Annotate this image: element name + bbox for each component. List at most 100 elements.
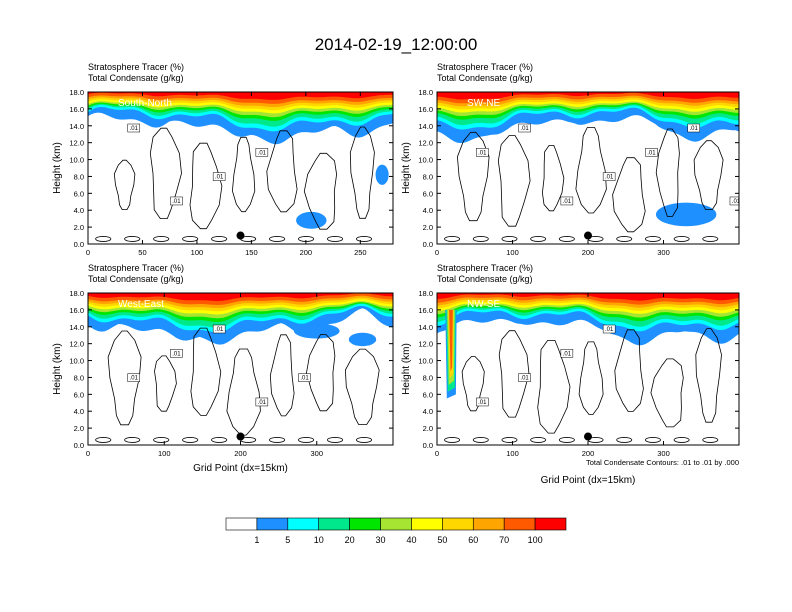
contour-label: .01 [170,349,183,358]
y-tick-label: 16.0 [69,105,84,114]
x-tick-label: 200 [582,248,595,257]
y-tick-label: 18.0 [69,289,84,298]
y-tick-label: 8.0 [74,373,84,382]
y-tick-label: 10.0 [418,156,433,165]
contour-label: .01 [602,324,616,334]
y-tick-label: 12.0 [418,340,433,349]
colorbar-swatch [534,517,567,531]
panel-header-tracer: Stratosphere Tracer (%) [437,263,533,273]
svg-text:.01: .01 [520,126,529,132]
svg-text:.01: .01 [690,126,699,132]
colorbar-swatch [380,517,412,531]
y-tick-label: 8.0 [74,172,84,181]
location-marker [236,432,245,441]
y-tick-label: 12.0 [69,340,84,349]
svg-text:.01: .01 [300,376,309,382]
x-tick-label: 0 [435,449,439,458]
colorbar-label: 70 [499,535,509,545]
contour-label: .01 [518,373,531,382]
y-tick-label: 4.0 [74,407,84,416]
colorbar-swatch [411,517,443,531]
panel-label: West-East [118,299,164,310]
x-axis-label: Grid Point (dx=15km) [541,475,636,486]
y-tick-label: 10.0 [418,357,433,366]
panel-field: .01 .01 .01 .01 .01 .01 .01 [437,92,739,244]
panel-2: Stratosphere Tracer (%)Total Condensate … [401,62,740,257]
panel-4: Stratosphere Tracer (%)Total Condensate … [401,263,740,486]
location-marker [584,231,592,240]
svg-text:.01: .01 [605,327,614,333]
x-tick-label: 150 [245,248,258,257]
y-tick-label: 16.0 [418,306,433,315]
panel-header-condensate: Total Condensate (g/kg) [437,274,533,284]
y-tick-label: 18.0 [69,88,84,97]
panel-header-tracer: Stratosphere Tracer (%) [437,62,533,72]
condensate-contours [95,327,380,443]
x-tick-label: 100 [191,248,204,257]
y-tick-label: 14.0 [69,122,84,131]
y-tick-label: 12.0 [418,139,433,148]
x-tick-label: 100 [506,449,519,458]
contour-footnote: Total Condensate Contours: .01 to .01 by… [586,458,739,467]
x-tick-label: 200 [582,449,595,458]
contour-label: .01 [255,148,269,157]
y-tick-label: 8.0 [423,172,433,181]
y-tick-label: 2.0 [423,223,433,232]
y-tick-label: 0.0 [423,441,433,450]
y-tick-label: 4.0 [423,206,433,215]
y-tick-label: 14.0 [418,323,433,332]
x-tick-label: 0 [86,449,90,458]
condensate-contours [444,127,724,242]
x-tick-label: 300 [657,248,670,257]
svg-text:.01: .01 [478,150,487,156]
x-tick-label: 0 [86,248,90,257]
panel-header-tracer: Stratosphere Tracer (%) [88,263,184,273]
x-tick-label: 0 [435,248,439,257]
colorbar-swatch [503,517,536,531]
contour-label: .01 [476,148,489,157]
colorbar-swatch [349,517,381,531]
colorbar-swatch [442,517,474,531]
x-axis-label: Grid Point (dx=15km) [193,463,288,474]
panel-frame [87,91,394,245]
condensate-contours [95,126,375,242]
y-tick-label: 16.0 [69,306,84,315]
panel-field: .01 .01 .01 .01 [88,92,393,244]
y-tick-label: 16.0 [418,105,433,114]
panel-label: South-North [118,98,172,109]
panel-field: .01 .01 .01 .01 .01 [88,293,393,445]
y-tick-label: 0.0 [74,441,84,450]
y-axis-label: Height (km) [52,142,63,194]
x-tick-label: 100 [506,248,519,257]
y-tick-label: 6.0 [74,390,84,399]
y-tick-label: 2.0 [74,424,84,433]
panel-3: Stratosphere Tracer (%)Total Condensate … [52,263,394,474]
x-tick-label: 50 [138,248,146,257]
contour-label: .01 [170,196,183,206]
contour-label: .01 [560,349,574,358]
panel-header-tracer: Stratosphere Tracer (%) [88,62,184,72]
contour-label: .01 [687,123,700,133]
svg-text:.01: .01 [605,175,614,181]
contour-label: .01 [127,123,140,133]
y-axis-label: Height (km) [401,142,412,194]
contour-label: .01 [298,373,311,382]
colorbar-label: 20 [345,535,355,545]
contour-label: .01 [518,123,531,133]
figure-title: 2014-02-19_12:00:00 [315,35,478,54]
colorbar: 1 5 10 20 30 40 50 60 70 100 [225,517,567,545]
svg-text:.01: .01 [478,400,487,406]
panel-header-condensate: Total Condensate (g/kg) [437,73,533,83]
colorbar-label: 60 [468,535,478,545]
colorbar-swatch [225,517,258,531]
y-axis-label: Height (km) [401,343,412,395]
y-tick-label: 8.0 [423,373,433,382]
contour-label: .01 [255,397,269,407]
panel-header-condensate: Total Condensate (g/kg) [88,73,184,83]
y-axis-label: Height (km) [52,343,63,395]
y-tick-label: 2.0 [423,424,433,433]
contour-label: .01 [560,196,574,206]
colorbar-label: 10 [314,535,324,545]
svg-text:.01: .01 [647,150,656,156]
svg-text:.01: .01 [258,400,267,406]
